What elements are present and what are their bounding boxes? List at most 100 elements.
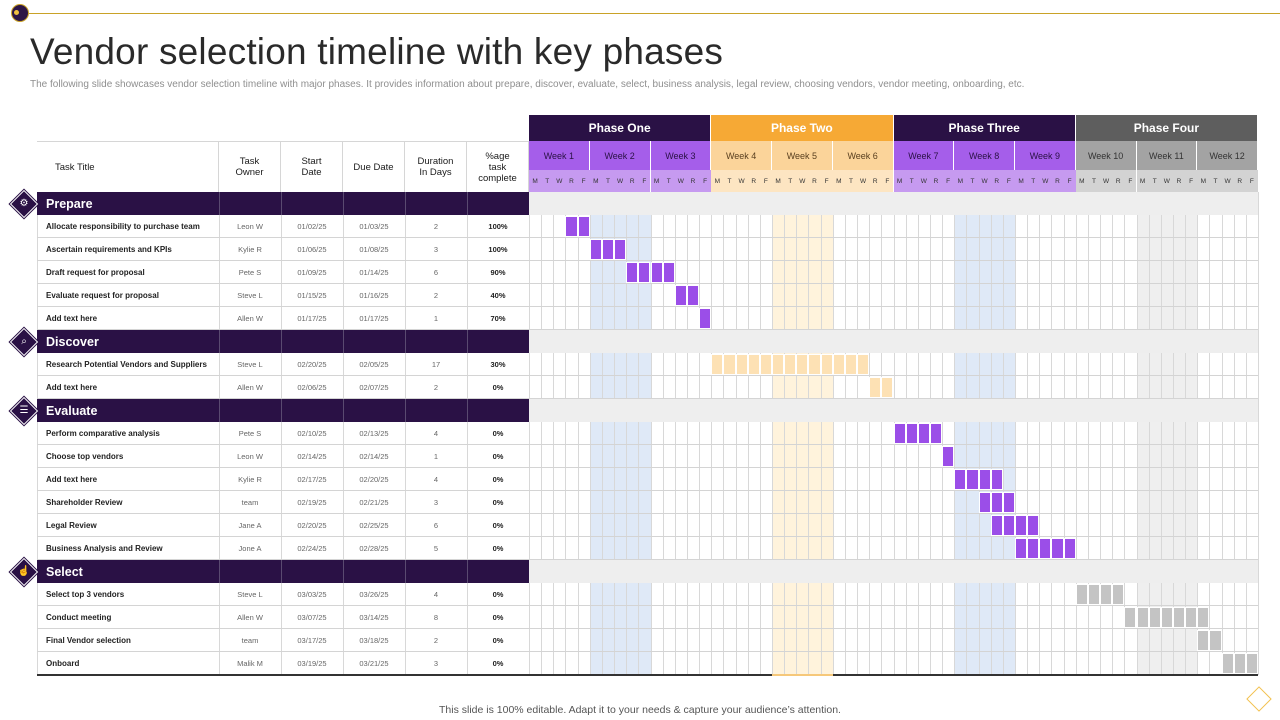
day-header: M: [954, 170, 967, 192]
task-due: 02/07/25: [359, 383, 389, 392]
gantt-bar: [1209, 630, 1222, 651]
section-divider: [281, 330, 282, 353]
gantt-bar: [577, 216, 590, 237]
gantt-bar: [1051, 538, 1064, 559]
column-divider: [219, 192, 220, 675]
section-band: [529, 192, 1258, 215]
day-header: F: [577, 170, 590, 192]
row-divider: [37, 237, 1258, 238]
grid-line: [1075, 192, 1077, 675]
task-pct: 70%: [490, 314, 506, 323]
gantt-bar: [747, 354, 760, 375]
task-title: Onboard: [46, 659, 80, 668]
gantt-bar: [917, 423, 930, 444]
task-start: 01/06/25: [297, 245, 327, 254]
gantt-bar: [1087, 584, 1101, 605]
task-title: Select top 3 vendors: [46, 590, 125, 599]
task-duration: 3: [433, 245, 439, 254]
task-pct: 0%: [492, 452, 504, 461]
task-start: 02/19/25: [297, 498, 327, 507]
section-divider: [219, 330, 220, 353]
task-owner: Pete S: [238, 268, 262, 277]
gantt-bar: [638, 262, 651, 283]
column-header-duration: Duration In Days: [405, 141, 467, 192]
task-title: Add text here: [46, 314, 98, 323]
grid-line: [614, 192, 616, 675]
task-owner: Allen W: [237, 613, 263, 622]
row-divider: [37, 283, 1258, 284]
week-header: Week 8: [954, 141, 1015, 170]
day-header: R: [565, 170, 578, 192]
day-header: R: [747, 170, 760, 192]
phase-header: Phase One: [529, 115, 712, 141]
day-header: W: [614, 170, 627, 192]
task-pct: 0%: [492, 659, 504, 668]
gantt-bar: [1039, 538, 1052, 559]
task-duration: 4: [433, 429, 439, 438]
gantt-bar: [990, 515, 1003, 536]
day-header: M: [650, 170, 663, 192]
day-header: T: [601, 170, 615, 192]
task-duration: 8: [433, 613, 439, 622]
gantt-bar: [929, 423, 943, 444]
grid-line: [784, 192, 786, 675]
day-header: W: [917, 170, 930, 192]
week-shading: [1136, 192, 1198, 675]
gantt-bar: [1221, 653, 1234, 674]
task-duration: 3: [433, 498, 439, 507]
day-header: W: [857, 170, 870, 192]
column-header-due: Due Date: [343, 141, 405, 192]
day-header: R: [1112, 170, 1125, 192]
day-header: W: [1039, 170, 1052, 192]
day-header: F: [1185, 170, 1198, 192]
section-header: [37, 560, 529, 583]
gantt-bar: [723, 354, 736, 375]
day-header: W: [553, 170, 566, 192]
grid-line: [1185, 192, 1187, 675]
column-header-task: Task Title: [37, 141, 219, 192]
section-divider: [405, 330, 406, 353]
task-owner: Pete S: [238, 429, 262, 438]
section-divider: [281, 192, 282, 215]
day-header: T: [1027, 170, 1040, 192]
grid-line: [1148, 192, 1150, 675]
gantt-bar: [589, 239, 602, 260]
gantt-bar: [1063, 538, 1076, 559]
task-pct: 90%: [490, 268, 506, 277]
task-start: 02/14/25: [297, 452, 327, 461]
gantt-bar: [978, 492, 991, 513]
day-header: W: [674, 170, 687, 192]
grid-line: [796, 192, 798, 675]
task-start: 03/17/25: [297, 636, 327, 645]
gantt-bar: [601, 239, 615, 260]
task-title: Add text here: [46, 475, 98, 484]
task-duration: 1: [433, 314, 439, 323]
gantt-bar: [832, 354, 845, 375]
task-pct: 0%: [492, 636, 504, 645]
grid-line: [626, 192, 628, 675]
grid-line: [1197, 192, 1199, 675]
row-divider: [37, 444, 1258, 445]
task-start: 01/17/25: [297, 314, 327, 323]
footer-note: This slide is 100% editable. Adapt it to…: [439, 704, 841, 716]
day-header: R: [1172, 170, 1186, 192]
task-start: 02/24/25: [297, 544, 327, 553]
magnifier-icon-glyph: ⌕: [21, 336, 27, 347]
task-start: 01/15/25: [297, 291, 327, 300]
day-header: F: [881, 170, 894, 192]
day-header: W: [1221, 170, 1234, 192]
day-header: R: [1051, 170, 1064, 192]
grid-line: [759, 192, 761, 675]
task-pct: 0%: [492, 383, 504, 392]
grid-line: [1233, 192, 1235, 675]
day-header: R: [808, 170, 821, 192]
day-header: R: [990, 170, 1003, 192]
task-due: 02/25/25: [359, 521, 389, 530]
week-header: Week 12: [1197, 141, 1258, 170]
gantt-bar: [1148, 607, 1161, 628]
section-band: [529, 560, 1258, 583]
task-start: 02/06/25: [297, 383, 327, 392]
day-header: T: [1209, 170, 1222, 192]
phase-header: Phase Three: [893, 115, 1076, 141]
section-divider: [219, 560, 220, 583]
